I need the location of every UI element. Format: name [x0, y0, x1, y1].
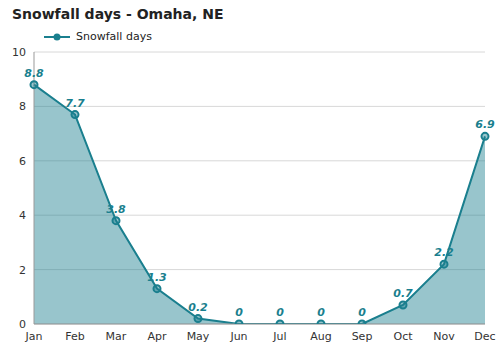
html-text:Snowfall days: Snowfall days	[76, 30, 152, 43]
svg-text:Jan: Jan	[25, 330, 43, 343]
svg-text:8: 8	[19, 100, 26, 113]
svg-text:4: 4	[19, 209, 26, 222]
svg-text:3.8: 3.8	[106, 203, 126, 216]
svg-text:6.9: 6.9	[475, 118, 492, 131]
svg-text:Jun: Jun	[229, 330, 247, 343]
svg-text:8.8: 8.8	[24, 67, 44, 80]
svg-text:Aug: Aug	[310, 330, 331, 343]
svg-text:Oct: Oct	[393, 330, 413, 343]
html-text:Snowfall days - Omaha, NE: Snowfall days - Omaha, NE	[12, 6, 224, 22]
svg-text:7.7: 7.7	[65, 97, 85, 110]
svg-text:0.7: 0.7	[393, 287, 413, 300]
svg-text:May: May	[187, 330, 210, 343]
svg-text:Nov: Nov	[433, 330, 455, 343]
svg-text:Sep: Sep	[352, 330, 373, 343]
svg-text:Jul: Jul	[272, 330, 286, 343]
svg-text:2.2: 2.2	[434, 246, 454, 259]
svg-text:0: 0	[19, 318, 26, 331]
svg-text:6: 6	[19, 155, 26, 168]
svg-text:0: 0	[235, 306, 243, 319]
svg-text:0: 0	[358, 306, 366, 319]
svg-text:Dec: Dec	[474, 330, 492, 343]
svg-text:0.2: 0.2	[188, 301, 208, 314]
svg-text:0: 0	[276, 306, 284, 319]
svg-text:1.3: 1.3	[147, 271, 167, 284]
svg-text:Apr: Apr	[147, 330, 167, 343]
svg-text:10: 10	[12, 46, 26, 59]
svg-text:2: 2	[19, 264, 26, 277]
svg-text:0: 0	[317, 306, 325, 319]
svg-text:Mar: Mar	[106, 330, 127, 343]
svg-text:Feb: Feb	[65, 330, 84, 343]
